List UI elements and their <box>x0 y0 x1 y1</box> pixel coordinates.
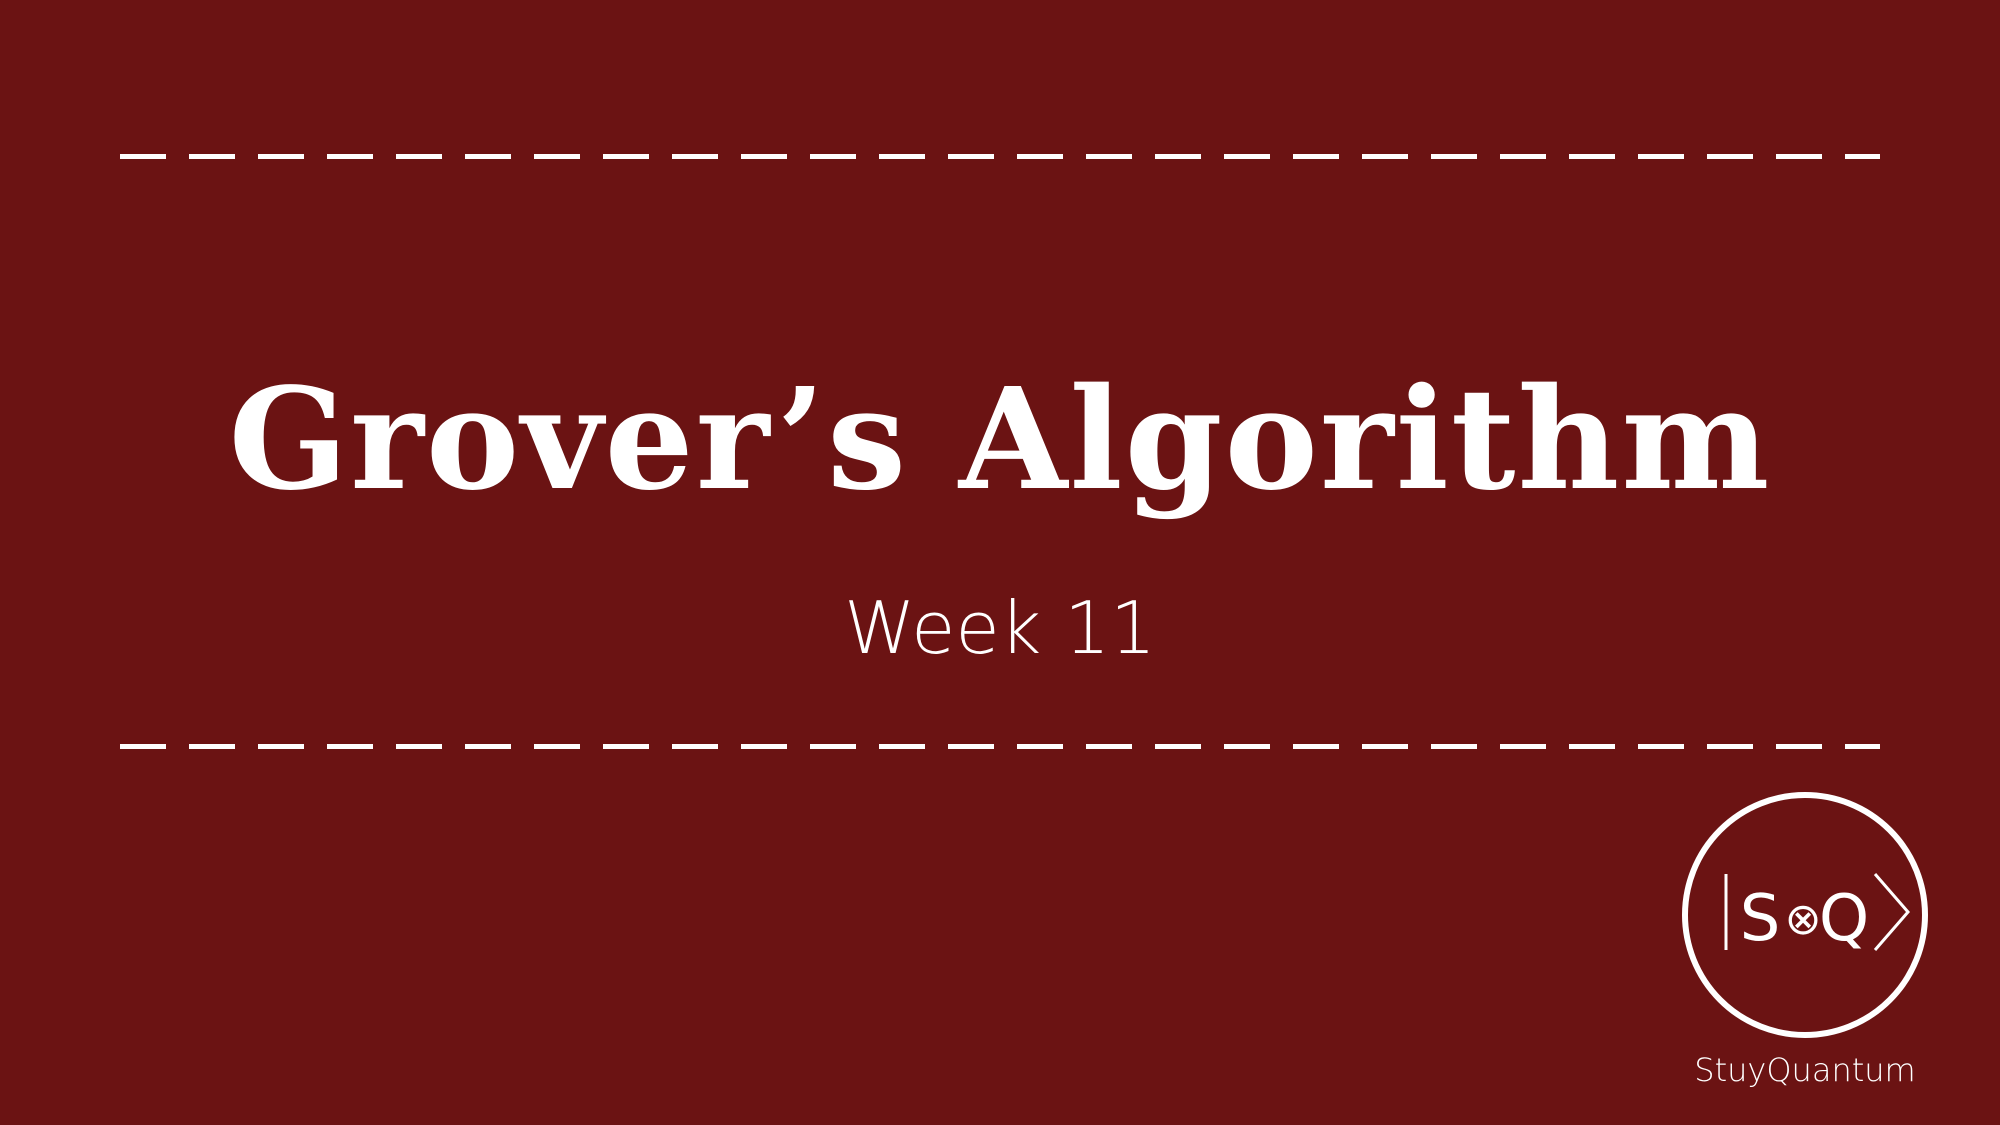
ket-logo-icon: S ⊗ Q <box>1682 792 1928 1038</box>
top-dashed-divider <box>120 154 1880 159</box>
tensor-product-symbol: ⊗ <box>1785 894 1822 945</box>
logo-letter-s: S <box>1740 882 1781 956</box>
slide-title: Grover’s Algorithm <box>228 358 1772 522</box>
slide-subtitle: Week 11 <box>844 586 1156 670</box>
bottom-dashed-divider <box>120 744 1880 749</box>
brand-name: StuyQuantum <box>1694 1051 1916 1089</box>
logo-letter-q: Q <box>1819 882 1869 956</box>
